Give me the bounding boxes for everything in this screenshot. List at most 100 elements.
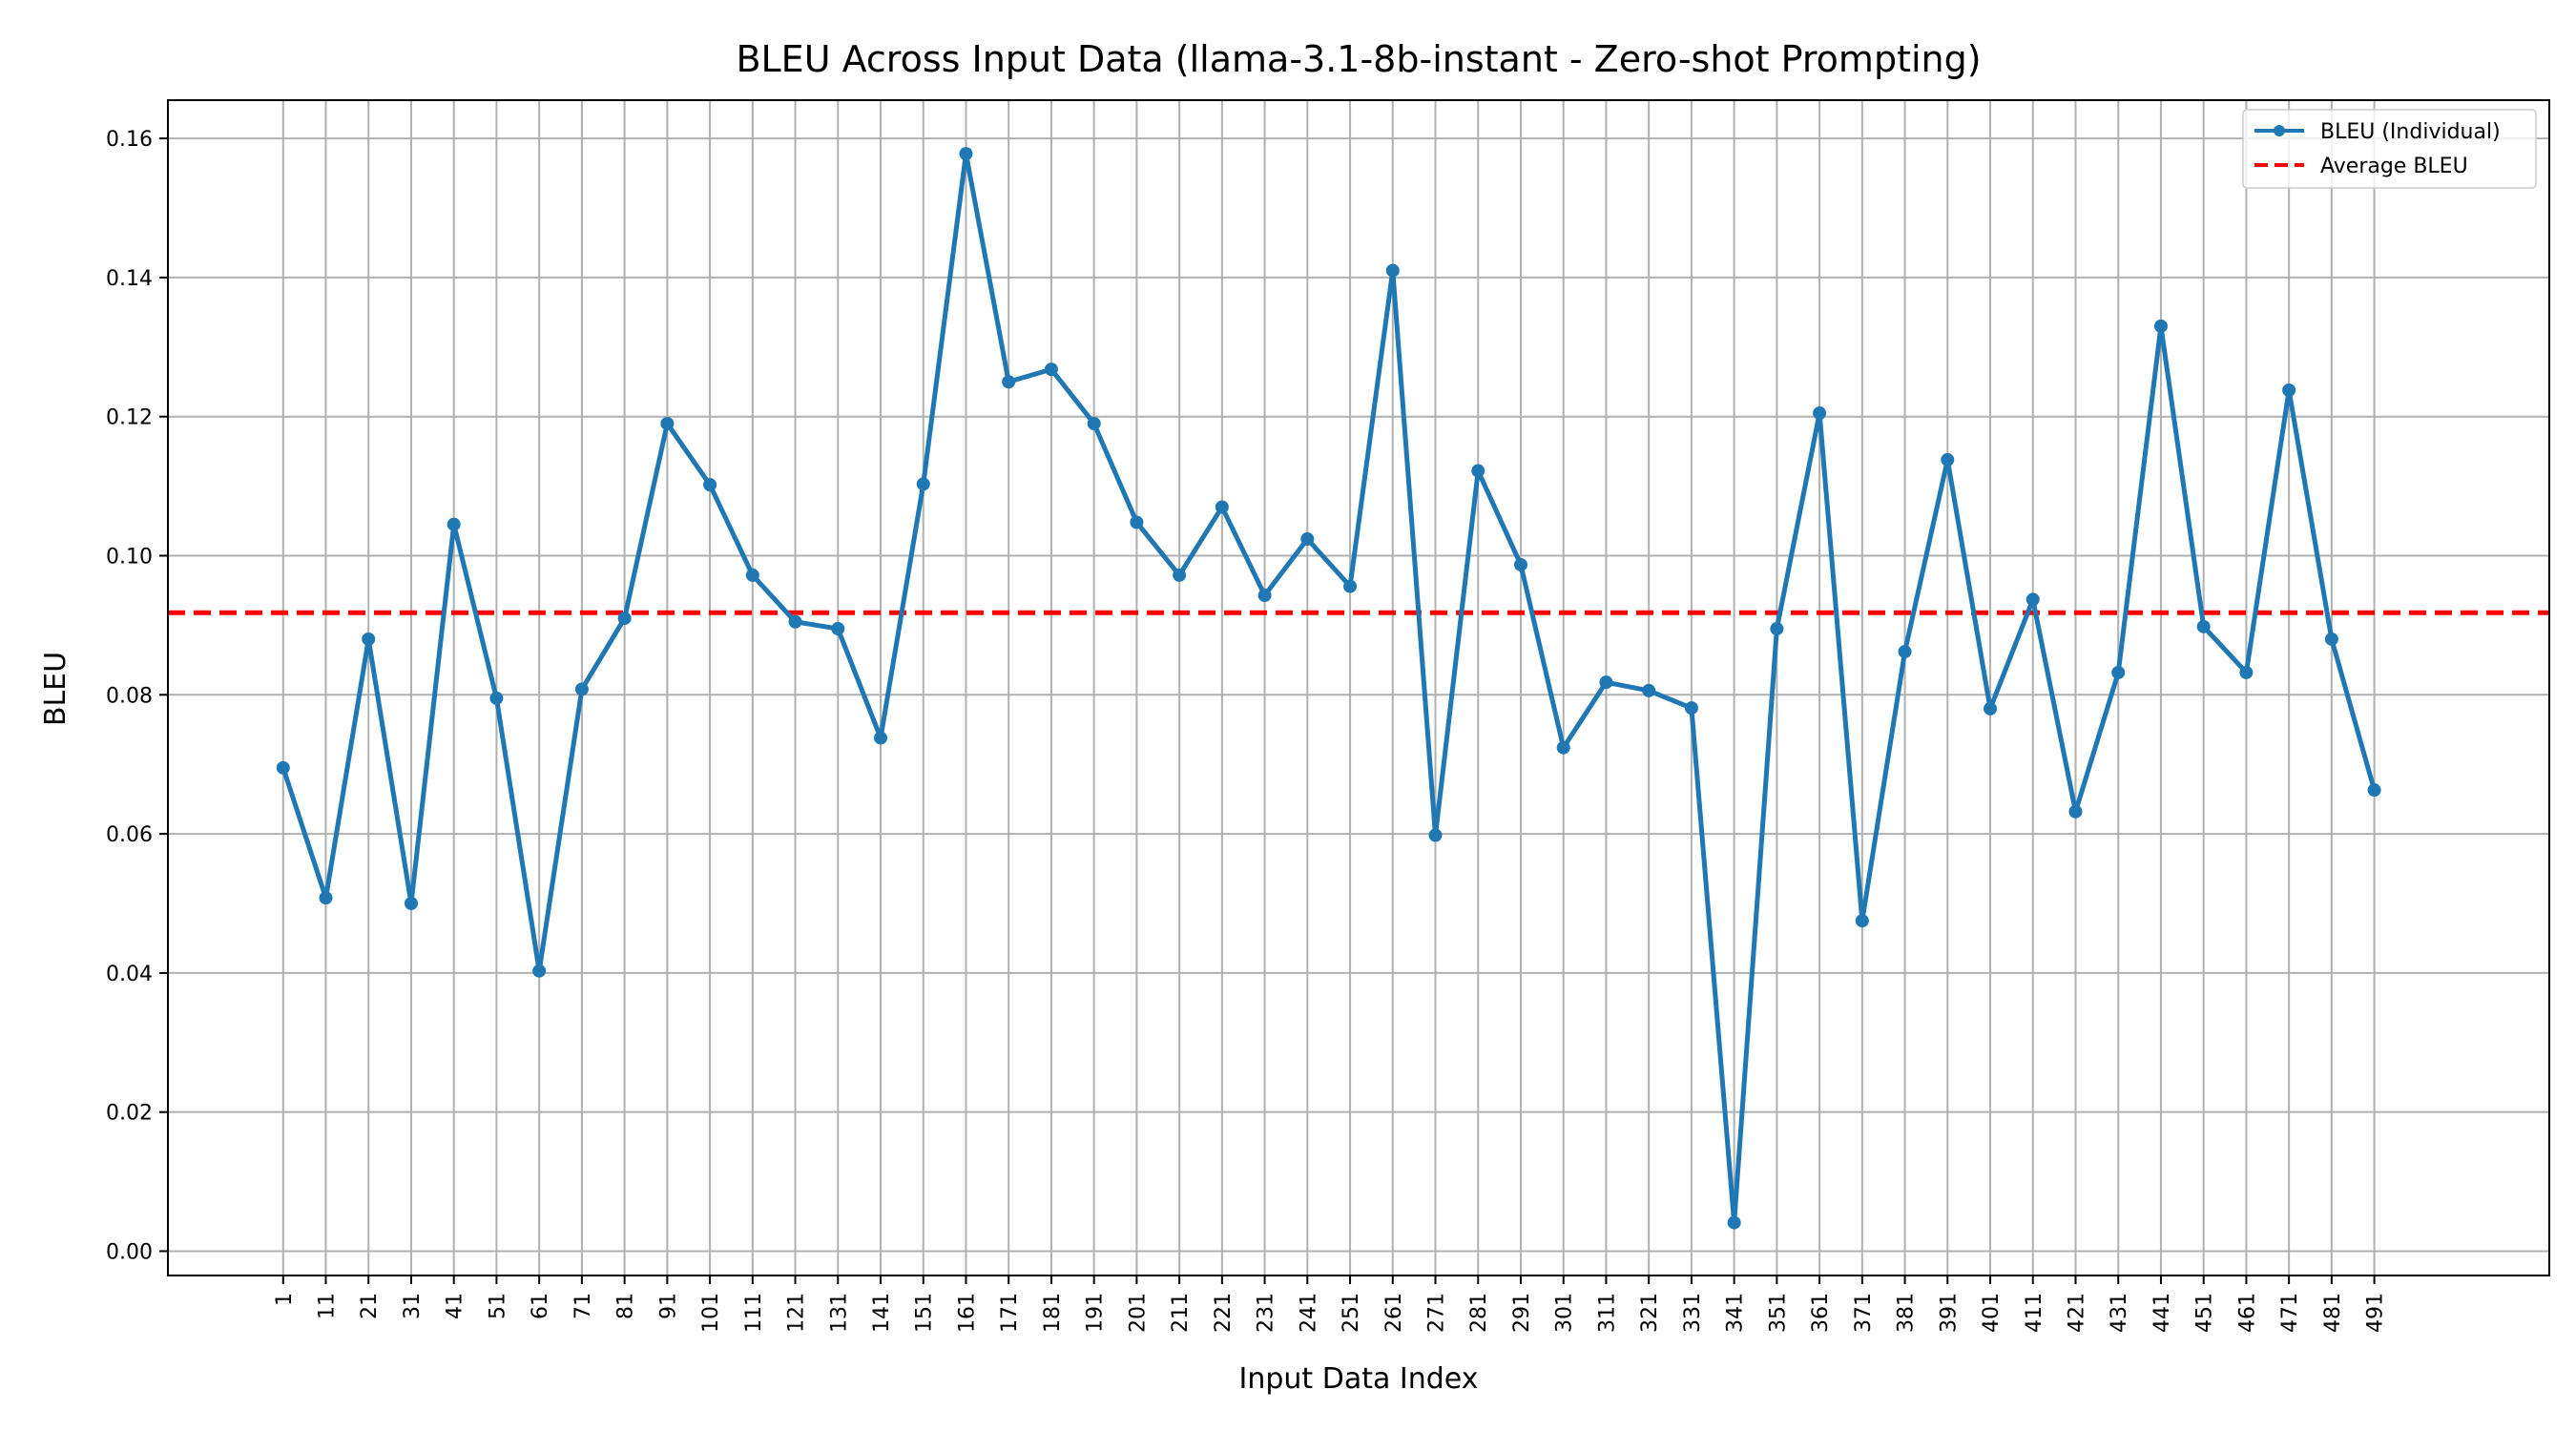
x-tick-label: 431 [2108,1293,2131,1333]
x-tick-label: 171 [998,1293,1022,1333]
bleu-data-point [447,517,461,531]
chart-title: BLEU Across Input Data (llama-3.1-8b-ins… [736,38,1981,80]
bleu-data-point [1257,589,1272,603]
y-tick-label: 0.04 [106,963,153,986]
x-tick-label: 101 [699,1293,723,1333]
x-tick-label: 61 [529,1293,552,1319]
legend-box [2242,109,2537,189]
x-tick-label: 151 [913,1293,937,1333]
bleu-data-point [2239,665,2254,679]
bleu-data-point [532,964,547,978]
x-tick-label: 211 [1169,1293,1193,1333]
x-tick-label: 351 [1766,1293,1790,1333]
legend-label-individual: BLEU (Individual) [2320,120,2501,144]
bleu-data-point [2282,383,2296,397]
series-layer [168,147,2549,1230]
bleu-data-point [276,760,290,775]
bleu-data-point [1044,363,1058,377]
bleu-data-point [1471,464,1485,478]
bleu-data-point [1684,701,1698,716]
x-tick-label: 21 [358,1293,382,1319]
x-tick-label: 481 [2321,1293,2345,1333]
bleu-data-point [2367,783,2381,798]
legend-label-average: Average BLEU [2320,155,2468,178]
bleu-data-point [319,891,333,905]
bleu-data-point [831,622,845,636]
bleu-data-point [2111,665,2126,679]
x-tick-label: 51 [486,1293,509,1319]
bleu-data-point [1599,675,1613,690]
x-tick-label: 201 [1126,1293,1150,1333]
bleu-data-point [362,632,376,646]
x-tick-label: 401 [1980,1293,2004,1333]
x-tick-label: 471 [2278,1293,2302,1333]
bleu-data-point [788,614,802,629]
bleu-data-point [1855,914,1869,928]
x-tick-label: 241 [1297,1293,1320,1333]
bleu-data-point [1002,375,1016,389]
x-tick-label: 291 [1510,1293,1534,1333]
bleu-data-point [1984,701,1998,716]
x-tick-label: 391 [1937,1293,1961,1333]
x-tick-label: 81 [614,1293,638,1319]
x-tick-label: 11 [316,1293,340,1319]
y-tick-label: 0.06 [106,823,153,847]
legend: BLEU (Individual) Average BLEU [2242,109,2537,189]
x-tick-label: 231 [1255,1293,1278,1333]
y-axis-ticks: 0.00 0.02 0.04 0.06 0.08 0.10 0.12 0.14 0.16 [106,128,168,1264]
x-tick-label: 321 [1638,1293,1662,1333]
x-tick-label: 451 [2193,1293,2217,1333]
bleu-data-point [617,612,632,626]
x-tick-label: 161 [955,1293,979,1333]
y-tick-label: 0.02 [106,1102,153,1126]
x-axis-ticks: 1 11 21 31 41 51 61 71 81 91 101 111 121 131 141 151 161… [273,1275,2388,1333]
x-tick-label: 221 [1212,1293,1236,1333]
bleu-data-point [1300,531,1315,546]
bleu-data-point [1727,1215,1741,1230]
x-tick-label: 121 [785,1293,809,1333]
y-axis-label: BLEU [39,652,73,726]
x-tick-label: 281 [1467,1293,1491,1333]
x-tick-label: 31 [401,1293,425,1319]
bleu-data-point [874,731,888,745]
x-tick-label: 461 [2235,1293,2259,1333]
x-tick-label: 71 [571,1293,595,1319]
x-tick-label: 301 [1553,1293,1577,1333]
x-tick-label: 261 [1382,1293,1406,1333]
x-tick-label: 411 [2023,1293,2046,1333]
y-tick-label: 0.14 [106,267,153,291]
bleu-data-point [1642,683,1656,697]
x-tick-label: 41 [444,1293,467,1319]
x-tick-label: 421 [2065,1293,2088,1333]
y-tick-label: 0.12 [106,406,153,430]
x-tick-label: 191 [1084,1293,1108,1333]
bleu-data-point [489,691,504,705]
bleu-data-point [660,416,675,430]
x-tick-label: 311 [1595,1293,1619,1333]
x-tick-label: 371 [1852,1293,1876,1333]
bleu-data-point [1898,645,1912,659]
x-tick-label: 91 [656,1293,680,1319]
bleu-data-point [745,568,759,582]
bleu-data-point [404,896,418,910]
bleu-data-point [1770,622,1784,636]
bleu-data-point [703,478,717,492]
x-tick-label: 381 [1895,1293,1919,1333]
bleu-data-point [1513,557,1527,571]
x-tick-label: 111 [742,1293,766,1333]
bleu-data-point [2068,804,2083,819]
bleu-data-point [1130,515,1144,529]
y-tick-label: 0.08 [106,684,153,708]
x-tick-label: 181 [1041,1293,1065,1333]
x-tick-label: 491 [2364,1293,2388,1333]
bleu-data-point [1343,579,1358,593]
bleu-data-point [1087,416,1101,430]
y-tick-label: 0.00 [106,1240,153,1264]
bleu-data-point [1215,500,1229,514]
bleu-data-point [1385,263,1400,278]
bleu-data-point [2153,319,2168,333]
bleu-data-point [574,682,589,696]
bleu-data-point [1173,568,1187,582]
